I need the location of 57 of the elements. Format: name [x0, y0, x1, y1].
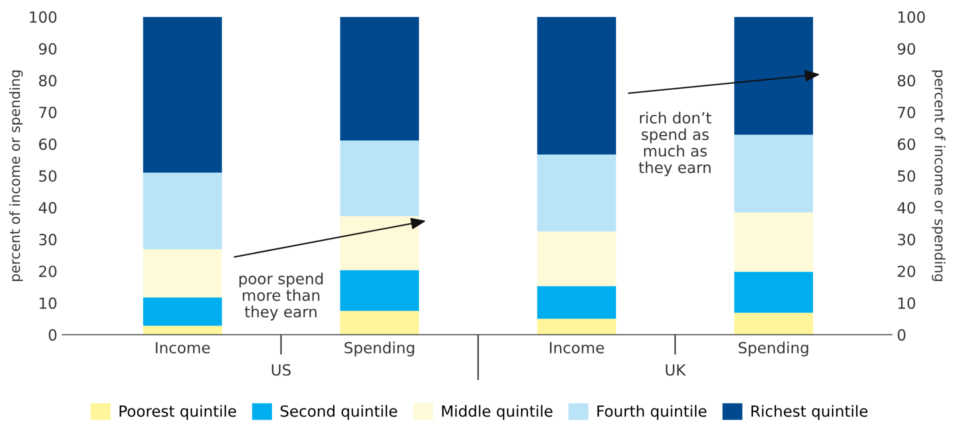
bar: [734, 134, 814, 212]
text: US: [272, 364, 291, 376]
y-tick-label: 30: [39, 234, 56, 246]
y2-tick-label: 30: [898, 234, 916, 246]
bar: [537, 318, 616, 335]
y-tick-label: 70: [39, 106, 56, 118]
y-tick-label: 0: [48, 329, 56, 341]
x-tick-label: Income: [156, 342, 210, 354]
y-tick-label: 10: [40, 297, 56, 309]
bar: [143, 172, 222, 250]
bar: [734, 272, 814, 313]
bar: [143, 298, 222, 326]
bar: [734, 212, 814, 272]
y2-tick-label: 100: [898, 11, 925, 23]
bar: [734, 312, 814, 335]
y2-tick-label: 90: [898, 43, 916, 55]
bar: [340, 310, 419, 335]
y2-tick-label: 40: [897, 202, 916, 214]
y2-tick-label: 80: [898, 74, 916, 86]
y-tick-label: 90: [38, 43, 56, 55]
bar: [340, 16, 419, 140]
bar: [537, 286, 616, 319]
y-axis-title: percent of income or spending: [9, 70, 23, 282]
bar: [340, 216, 419, 270]
x-tick-label: Income: [550, 342, 604, 354]
bar: [537, 154, 616, 232]
y2-axis-title: percent of income or spending: [932, 70, 946, 282]
bar: [340, 140, 419, 216]
bar: [537, 16, 616, 154]
annotation: poor spend more than they earn: [239, 272, 323, 320]
x-tick-label: Spending: [738, 342, 808, 356]
y-tick-label: 60: [39, 138, 56, 150]
y-tick-label: 50: [39, 170, 56, 182]
y2-tick-label: 50: [898, 170, 916, 182]
y-tick-label: 20: [39, 266, 56, 278]
bar: [143, 16, 222, 173]
y-tick-label: 40: [38, 202, 56, 214]
annotation: rich don’t spend as much as they earn: [638, 112, 712, 176]
y2-tick-label: 20: [898, 266, 916, 278]
x-tick-label: Spending: [344, 342, 414, 356]
legend-label: Fourth quintile: [597, 405, 706, 420]
legend-label: Richest quintile: [752, 405, 868, 420]
y2-tick-label: 60: [898, 138, 916, 150]
legend-label: Poorest quintile: [120, 405, 236, 420]
bar: [734, 16, 814, 135]
y2-tick-label: 70: [898, 106, 916, 118]
bar: [143, 249, 222, 298]
bar: [143, 326, 222, 335]
y-tick-label: 100: [30, 11, 56, 23]
y-tick-label: 80: [39, 74, 56, 86]
text: UK: [666, 364, 686, 376]
legend-label: Second quintile: [280, 405, 398, 420]
y2-tick-label: 0: [898, 329, 906, 341]
bar: [537, 231, 616, 286]
y2-tick-label: 10: [898, 297, 916, 309]
legend-label: Middle quintile: [442, 405, 552, 420]
bar: [340, 270, 419, 311]
